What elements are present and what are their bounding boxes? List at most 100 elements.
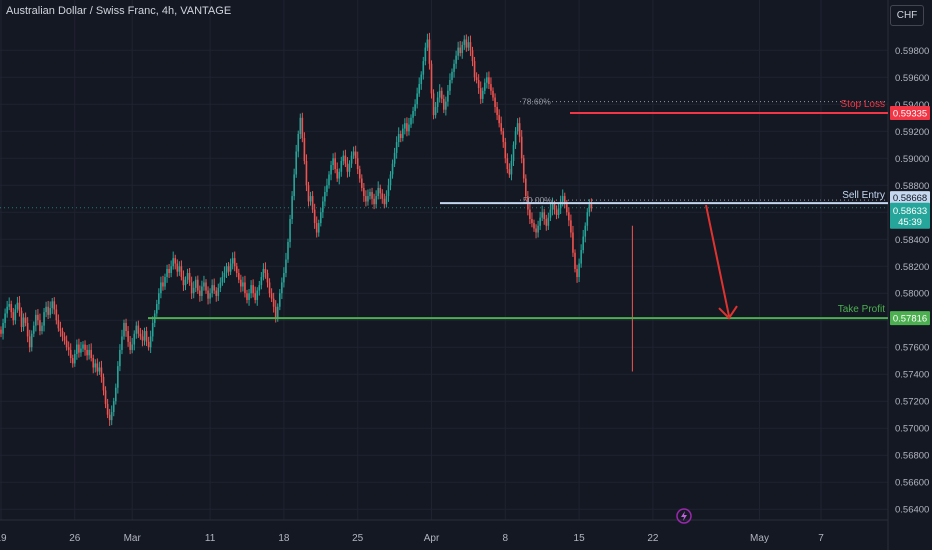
candle-body: [549, 209, 552, 218]
candle-body: [35, 314, 37, 326]
candle-body: [486, 77, 488, 83]
candle-body: [12, 312, 15, 321]
candle-body: [4, 313, 6, 323]
candle-body: [402, 128, 404, 139]
candle-body: [33, 325, 35, 334]
candle-body: [455, 55, 457, 64]
candle-body: [24, 317, 27, 323]
chart-title: Australian Dollar / Swiss Franc, 4h, VAN…: [6, 5, 232, 17]
candle-body: [508, 169, 511, 175]
x-tick-label: 11: [205, 533, 216, 544]
candle-body: [578, 263, 580, 278]
candle-body: [457, 47, 459, 56]
candle-body: [244, 282, 246, 294]
y-tick-label: 0.59600: [895, 73, 929, 84]
y-tick-label: 0.57200: [895, 397, 929, 408]
candle-body: [184, 279, 187, 286]
candle-body: [61, 331, 64, 337]
candle-body: [315, 223, 318, 233]
x-tick-label: May: [750, 533, 769, 544]
candle-body: [283, 273, 285, 283]
candle-body: [233, 258, 236, 267]
candle-body: [14, 309, 17, 321]
x-tick-label: 25: [352, 533, 364, 544]
candle-body: [137, 325, 140, 334]
candle-body: [174, 258, 177, 264]
candle-body: [582, 236, 584, 251]
candle-body: [59, 328, 62, 332]
candle-body: [309, 196, 312, 202]
candle-body: [543, 212, 546, 220]
candle-body: [53, 301, 56, 310]
candle-body: [354, 151, 357, 159]
take-profit-label: Take Profit: [838, 304, 885, 315]
candle-body: [586, 212, 589, 226]
candle-body: [430, 63, 433, 94]
candle-body: [346, 163, 349, 172]
candle-body: [2, 322, 4, 334]
y-tick-label: 0.58400: [895, 235, 929, 246]
candle-body: [69, 349, 72, 359]
candle-body: [158, 293, 160, 305]
candle-body: [67, 347, 70, 350]
candle-body: [258, 285, 261, 291]
candle-body: [260, 277, 263, 286]
candle-body: [377, 187, 379, 197]
candle-body: [572, 232, 574, 253]
candle-body: [471, 50, 474, 62]
forecast-arrowhead: [718, 305, 738, 320]
y-tick-label: 0.59800: [895, 46, 929, 57]
candle-body: [199, 290, 201, 296]
candle-body: [127, 331, 129, 342]
candle-body: [106, 403, 109, 415]
candle-body: [242, 282, 244, 287]
candle-body: [37, 314, 39, 321]
candle-body: [399, 133, 402, 139]
candle-body: [297, 133, 300, 152]
candle-body: [561, 196, 564, 202]
candle-body: [188, 273, 191, 283]
y-tick-label: 0.57600: [895, 343, 929, 354]
candle-body: [217, 287, 220, 296]
candle-body: [422, 61, 425, 75]
candle-body: [539, 217, 541, 226]
y-tick-label: 0.58000: [895, 289, 929, 300]
stop-loss-price: 0.59335: [893, 109, 927, 120]
candle-body: [141, 336, 144, 341]
candle-body: [559, 201, 562, 209]
candle-body: [254, 293, 256, 300]
candle-body: [102, 376, 105, 391]
candle-body: [22, 317, 25, 327]
candle-body: [96, 363, 99, 372]
currency-button[interactable]: CHF: [890, 5, 924, 26]
candle-body: [289, 219, 291, 242]
candle-body: [404, 123, 406, 129]
candle-body: [570, 220, 572, 233]
candle-body: [51, 301, 54, 309]
candle-body: [440, 90, 443, 99]
candle-body: [147, 341, 150, 348]
candle-body: [313, 209, 316, 224]
candle-body: [520, 136, 523, 159]
candle-body: [264, 268, 267, 273]
candle-body: [504, 142, 507, 159]
candle-body: [311, 196, 314, 210]
candle-body: [535, 228, 537, 233]
candle-body: [305, 160, 308, 186]
candle-body: [479, 88, 482, 99]
candle-body: [43, 312, 45, 326]
candle-body: [246, 293, 248, 300]
candle-body: [324, 192, 326, 202]
candle-body: [205, 282, 207, 291]
candle-body: [545, 219, 548, 226]
candle-body: [207, 290, 209, 299]
candle-body: [451, 71, 453, 80]
candle-body: [438, 90, 441, 98]
candle-body: [375, 196, 377, 205]
candle-body: [547, 217, 550, 226]
candle-body: [92, 358, 95, 368]
candle-body: [156, 304, 158, 314]
candle-body: [151, 322, 154, 337]
